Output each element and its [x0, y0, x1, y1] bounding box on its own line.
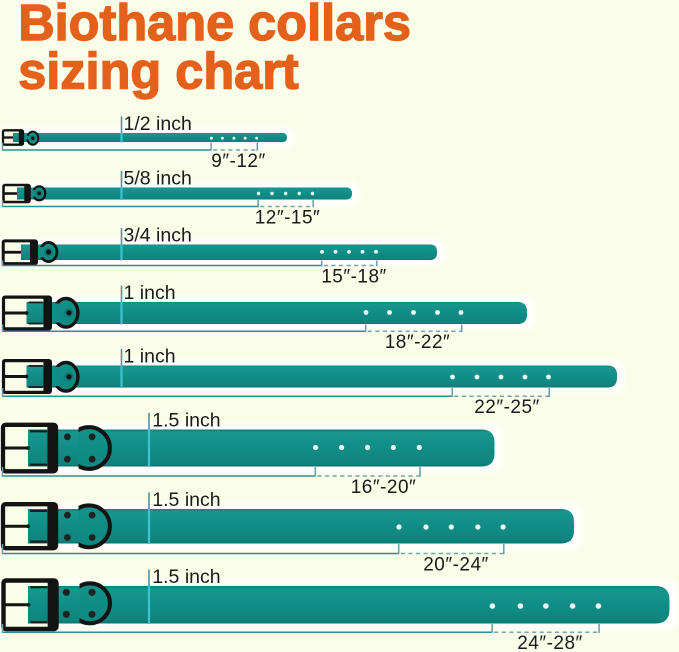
svg-text:1/2 inch: 1/2 inch — [124, 113, 192, 135]
svg-text:18″-22″: 18″-22″ — [385, 332, 451, 353]
svg-text:3/4 inch: 3/4 inch — [124, 225, 192, 247]
svg-text:1.5 inch: 1.5 inch — [152, 566, 220, 588]
svg-text:1.5 inch: 1.5 inch — [152, 410, 220, 432]
svg-text:22″-25″: 22″-25″ — [474, 397, 540, 418]
svg-text:sizing chart: sizing chart — [18, 42, 299, 99]
svg-text:1 inch: 1 inch — [124, 346, 176, 368]
svg-text:12″-15″: 12″-15″ — [255, 207, 321, 228]
svg-text:9″-12″: 9″-12″ — [211, 151, 265, 172]
svg-text:16″-20″: 16″-20″ — [351, 477, 417, 498]
svg-text:Biothane collars: Biothane collars — [18, 0, 411, 51]
svg-text:5/8 inch: 5/8 inch — [124, 168, 192, 190]
svg-text:24″-28″: 24″-28″ — [517, 633, 583, 652]
svg-text:20″-24″: 20″-24″ — [423, 554, 489, 575]
svg-text:1.5 inch: 1.5 inch — [152, 489, 220, 511]
svg-text:1 inch: 1 inch — [124, 282, 176, 304]
svg-text:15″-18″: 15″-18″ — [321, 266, 387, 287]
